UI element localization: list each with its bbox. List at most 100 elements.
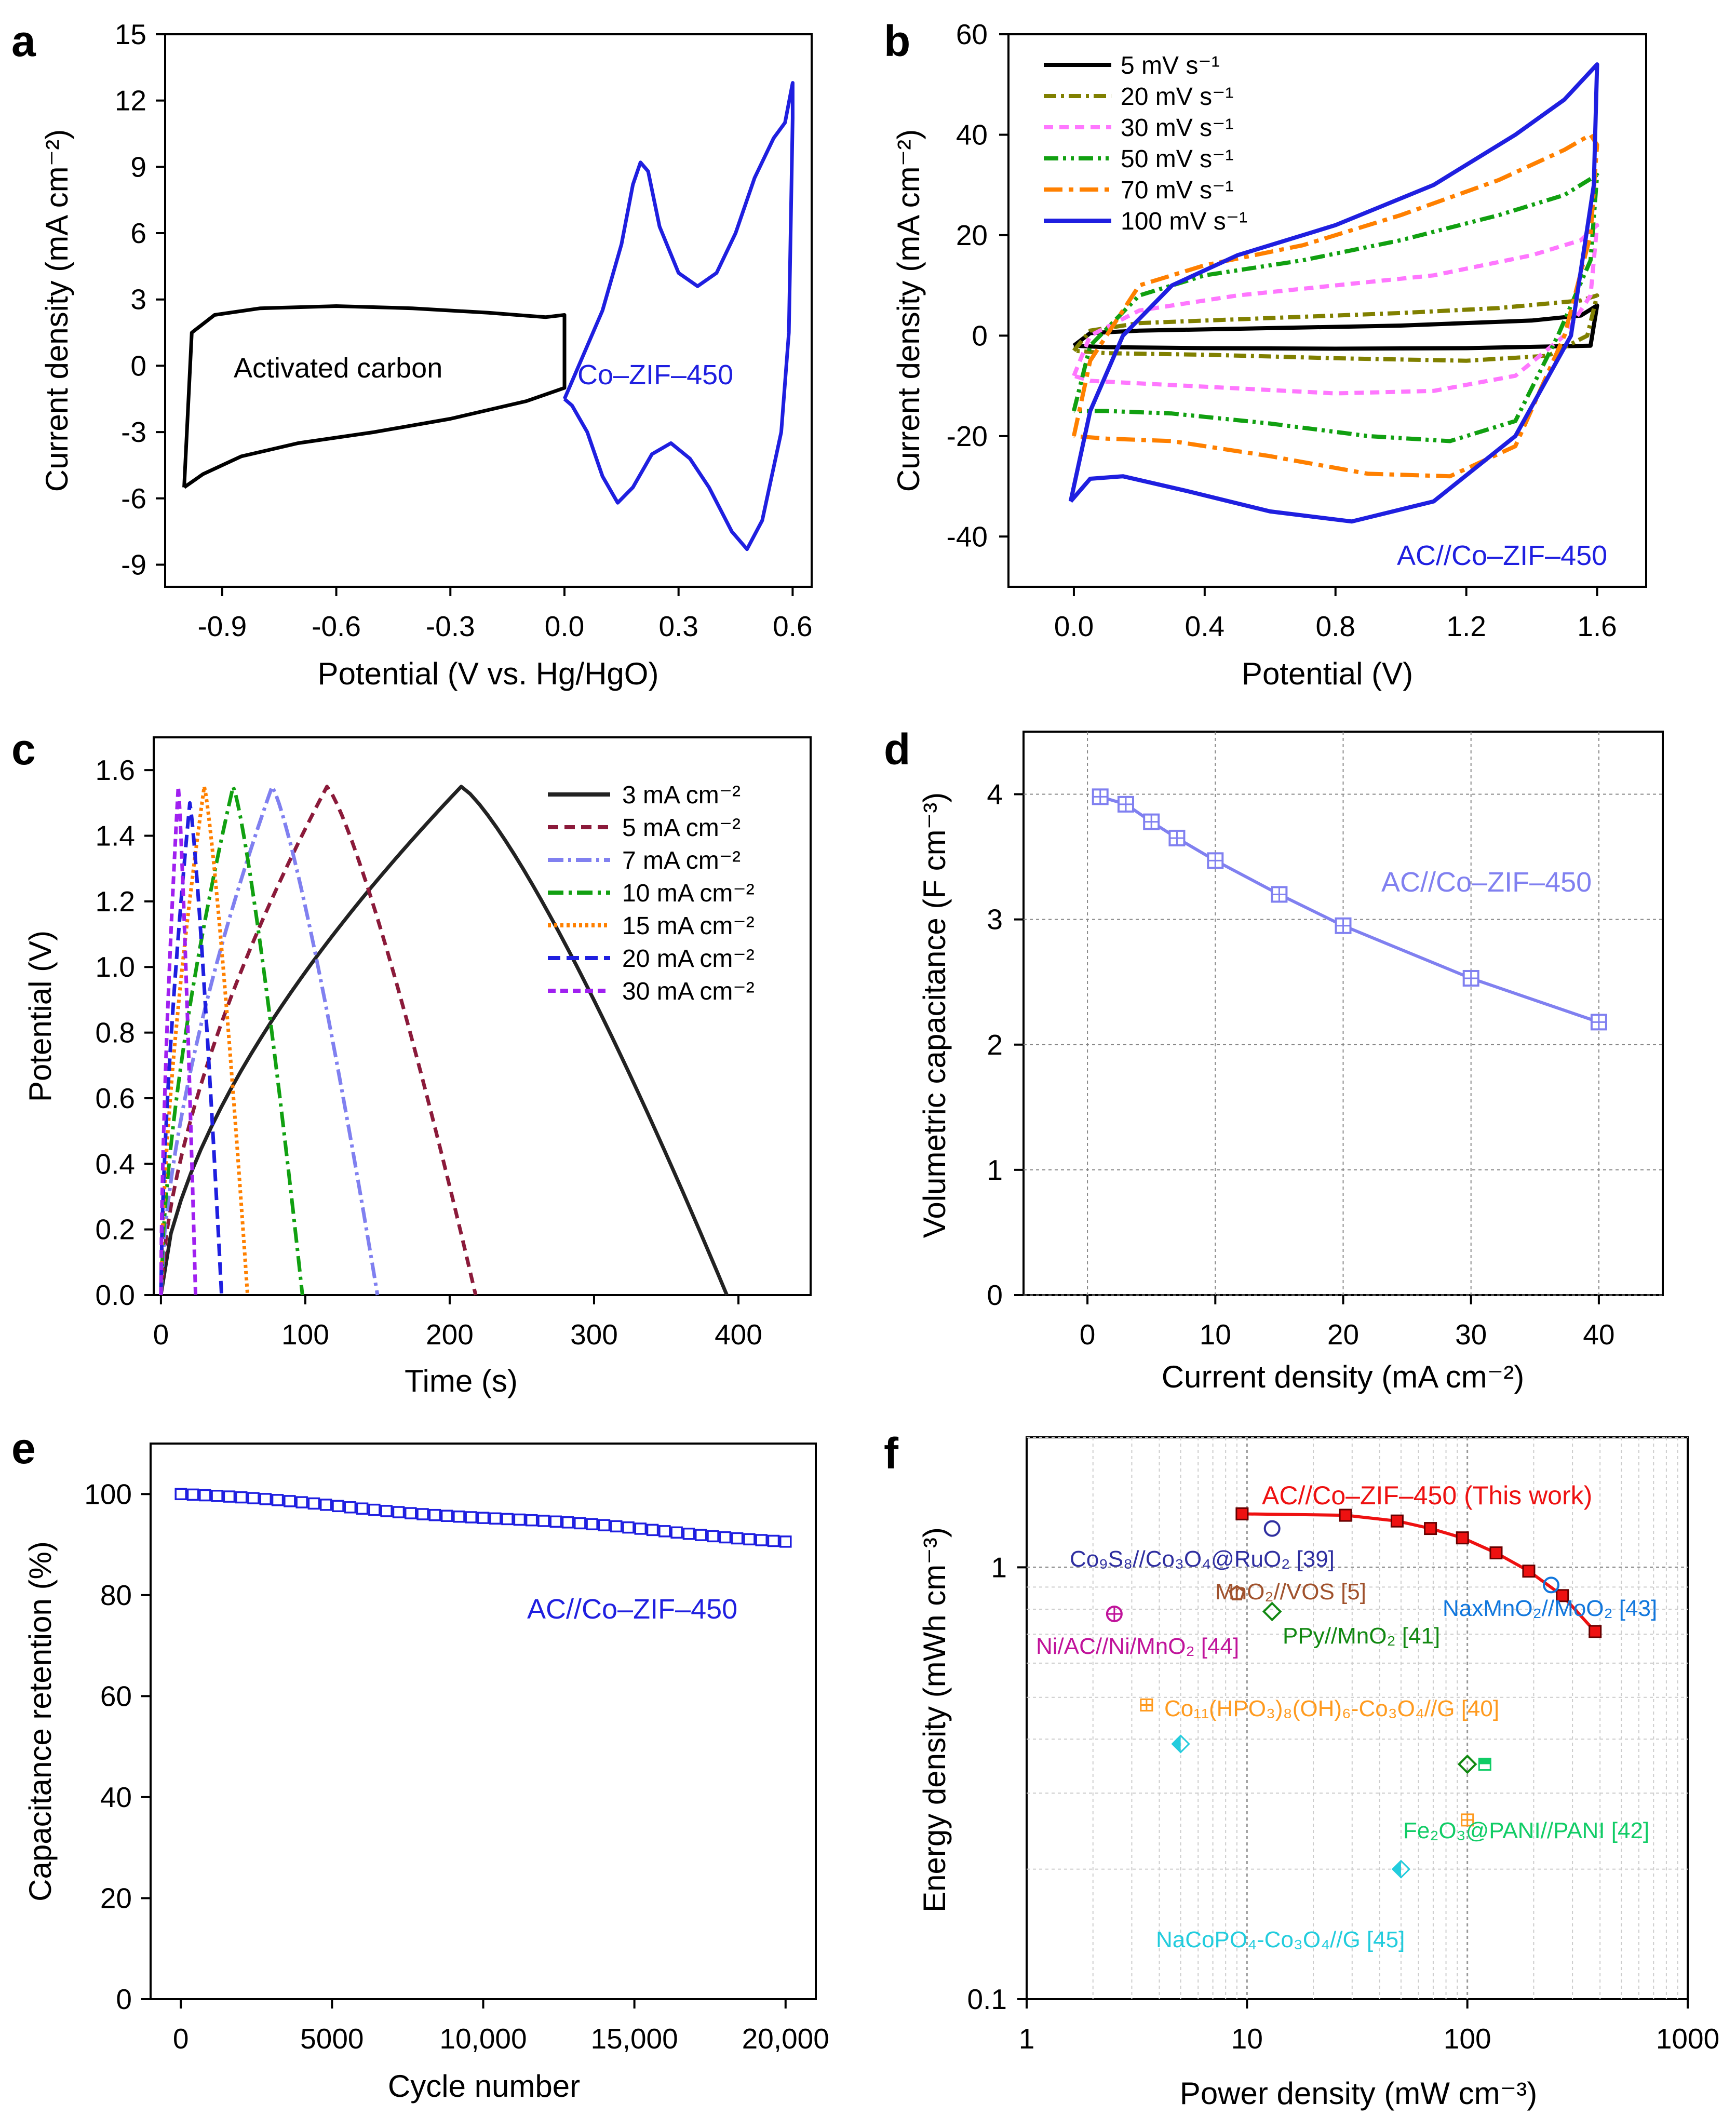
- y-tick-label: 6: [130, 217, 146, 249]
- y-tick-label: 4: [987, 778, 1003, 811]
- data-point-cross: [1336, 918, 1351, 933]
- ref-label-42: Fe₂O₃@PANI//PANI [42]: [1403, 1818, 1649, 1843]
- x-tick-label: -0.9: [197, 610, 247, 642]
- x-tick-label: 200: [426, 1318, 474, 1351]
- data-point: [428, 1508, 441, 1521]
- panel-letter-f: f: [884, 1429, 899, 1478]
- x-tick-label: 0: [153, 1318, 169, 1351]
- data-point: [319, 1499, 332, 1511]
- ref-marker-half-fill: [1479, 1758, 1491, 1764]
- this-work-point: [1522, 1565, 1536, 1578]
- legend-label: 100 mV s⁻¹: [1121, 208, 1247, 235]
- x-tick-label: 10,000: [439, 2023, 527, 2055]
- data-point: [211, 1489, 223, 1502]
- legend-label: 30 mA cm⁻²: [622, 978, 755, 1005]
- y-tick-label: 0: [116, 1983, 132, 2015]
- legend-label: 10 mA cm⁻²: [622, 880, 755, 907]
- x-tick-label: 100: [281, 1318, 329, 1351]
- ref-marker-cross: [1461, 1814, 1473, 1826]
- panel-a: a -0.9 -0.6 -0.3 0.0 0.3 0.6 -9 -6 -3 0 3 6 9 12 15 Ac…: [11, 17, 813, 691]
- x-tick-label: 1.2: [1446, 610, 1486, 642]
- x-tick-label: 20,000: [742, 2023, 829, 2055]
- ref-label-43: NaxMnO₂//MoO₂ [43]: [1443, 1596, 1657, 1621]
- annotation-ac-co-zif-450-d: AC//Co–ZIF–450: [1381, 867, 1592, 898]
- panel-letter-b: b: [884, 17, 910, 65]
- ref-marker-half-fill: [1172, 1735, 1181, 1753]
- legend-c: 3 mA cm⁻² 5 mA cm⁻² 7 mA cm⁻² 10 mA cm⁻² 15 …: [548, 781, 755, 1005]
- x-tick-label: 10: [1231, 2023, 1263, 2055]
- data-point-cross: [1463, 971, 1478, 986]
- y-tick-label: 0.8: [96, 1017, 135, 1049]
- data-point: [779, 1535, 792, 1548]
- data-point: [525, 1514, 538, 1527]
- x-tick-label: 1000: [1656, 2023, 1719, 2055]
- data-point: [344, 1501, 357, 1514]
- y-tick-label: 80: [100, 1579, 132, 1611]
- legend-label: 70 mV s⁻¹: [1121, 177, 1233, 204]
- y-tick-label: 0.1: [967, 1983, 1007, 2015]
- data-point: [598, 1519, 611, 1531]
- data-point-cross: [1093, 789, 1108, 804]
- x-axis-title-b: Potential (V): [1242, 656, 1413, 691]
- series-curve: [562, 81, 795, 551]
- x-tick-label: 10: [1200, 1318, 1231, 1351]
- x-tick-label: 0: [173, 2023, 189, 2055]
- ticks-e: 0 5000 10,000 15,000 20,000 0 20 40 60 80 100: [84, 1478, 829, 2055]
- legend-label: 50 mV s⁻¹: [1121, 145, 1233, 173]
- x-tick-label: 100: [1444, 2023, 1491, 2055]
- series-gcd-curve: [159, 785, 304, 1296]
- ticks-b: 0.0 0.4 0.8 1.2 1.6 -40 -20 0 20 40 60: [947, 18, 1617, 642]
- y-tick-label: 40: [956, 118, 988, 151]
- y-axis-title-e: Capacitance retention (%): [23, 1541, 58, 1902]
- y-tick-label: 0: [987, 1279, 1003, 1311]
- y-tick-label: -9: [121, 548, 146, 581]
- data-point: [634, 1522, 647, 1535]
- data-point-cross: [1169, 830, 1185, 845]
- x-axis-title-f: Power density (mW cm⁻³): [1180, 2076, 1537, 2111]
- x-tick-label: 1.6: [1577, 610, 1617, 642]
- y-tick-label: 20: [100, 1882, 132, 1914]
- legend-label: 30 mV s⁻¹: [1121, 114, 1233, 142]
- x-tick-label: 20: [1327, 1318, 1359, 1351]
- annotation-activated-carbon: Activated carbon: [234, 353, 442, 384]
- plot-frame-c: [153, 736, 812, 1296]
- ticks-a: -0.9 -0.6 -0.3 0.0 0.3 0.6 -9 -6 -3 0 3 6 9 12 15: [115, 18, 813, 642]
- ref-marker-circle: [1543, 1576, 1560, 1594]
- data-point: [731, 1532, 744, 1545]
- series-f: [1235, 1507, 1602, 1638]
- ref-marker-half-fill: [1392, 1861, 1401, 1878]
- ticks-f: 1 10 100 1000 0.1 1: [967, 1551, 1720, 2055]
- data-point-cross: [1144, 814, 1159, 829]
- legend-label: 20 mA cm⁻²: [622, 945, 755, 973]
- y-tick-label: -20: [947, 420, 988, 452]
- ref-marker-diamond: [1262, 1601, 1282, 1622]
- this-work-point: [1235, 1507, 1249, 1520]
- data-point: [561, 1516, 574, 1529]
- data-point: [295, 1496, 308, 1508]
- this-work-point: [1339, 1508, 1352, 1522]
- series-gcd-curve: [159, 785, 729, 1296]
- y-tick-label: 60: [100, 1680, 132, 1712]
- legend-label: 7 mA cm⁻²: [622, 847, 741, 874]
- y-tick-label: 60: [956, 18, 988, 50]
- data-point: [477, 1512, 490, 1524]
- ref-marker-cross: [1107, 1607, 1122, 1622]
- y-tick-label: 12: [115, 85, 146, 117]
- ref-label-5: MnO₂//VOS [5]: [1215, 1579, 1366, 1605]
- data-point-cross: [1118, 797, 1133, 812]
- series-cv-curve: [1068, 62, 1599, 524]
- ref-marker-circle: [1263, 1520, 1281, 1537]
- data-point: [610, 1520, 623, 1533]
- legend-label: 3 mA cm⁻²: [622, 781, 741, 809]
- y-tick-label: 0.2: [96, 1214, 135, 1246]
- y-tick-label: 100: [84, 1478, 132, 1510]
- series-cv-curve: [1072, 293, 1599, 363]
- x-tick-label: 5000: [300, 2023, 364, 2055]
- y-tick-label: -6: [121, 482, 146, 515]
- y-tick-label: 0: [972, 319, 988, 352]
- series-cv-curve: [1072, 303, 1599, 351]
- panel-f: f 1 10 100 1000 0.1 1 AC//Co–ZIF–450 (This wo…: [884, 1429, 1719, 2111]
- data-point: [174, 1488, 187, 1501]
- y-tick-label: 1: [991, 1551, 1007, 1583]
- panel-letter-c: c: [11, 725, 36, 774]
